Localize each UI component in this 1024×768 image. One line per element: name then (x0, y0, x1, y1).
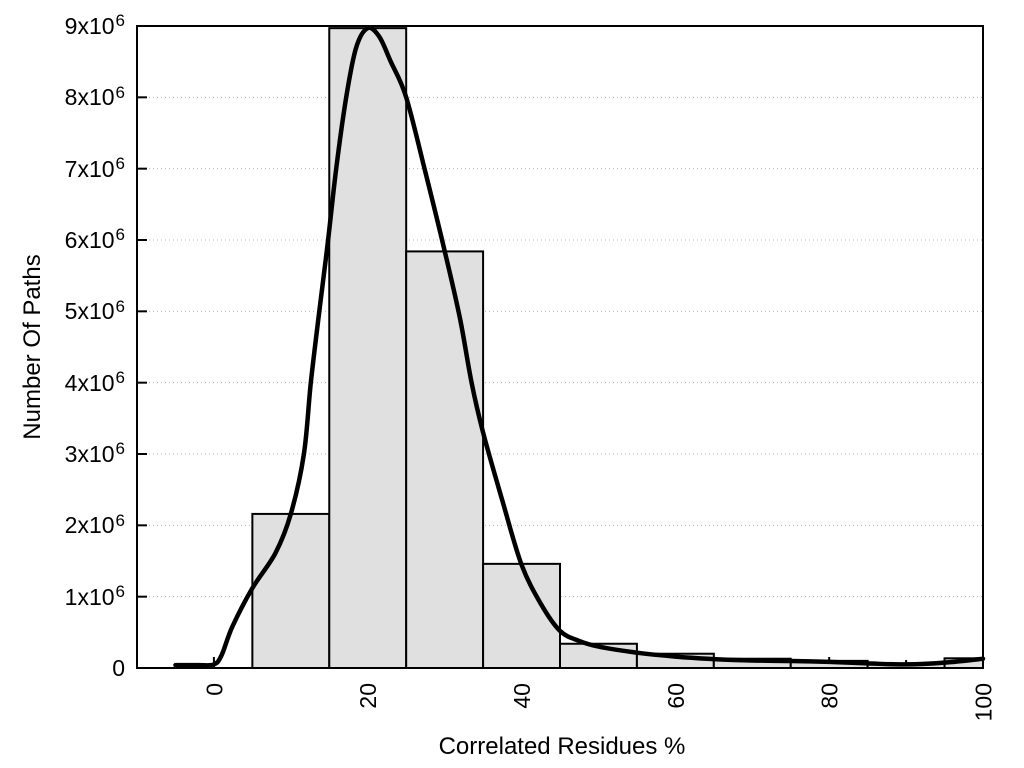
y-tick-label: 8x106 (64, 82, 125, 111)
exponent: 6 (115, 439, 125, 459)
x-tick-label: 100 (971, 683, 997, 721)
y-tick-label: 0 (112, 655, 125, 681)
exponent: 6 (115, 82, 125, 102)
x-axis-title: Correlated Residues % (438, 733, 686, 760)
x-tick-label: 40 (509, 683, 535, 709)
y-tick-label: 3x106 (64, 439, 125, 467)
density-curve (173, 25, 986, 668)
exponent: 6 (115, 582, 125, 602)
x-tick-label: 20 (355, 683, 381, 709)
y-tick-label: 9x106 (64, 11, 125, 39)
y-tick-label: 2x106 (64, 510, 125, 539)
exponent: 6 (115, 368, 125, 388)
histogram-bar (251, 512, 331, 669)
x-tick-label: 60 (663, 683, 689, 709)
y-tick-label: 4x106 (64, 368, 125, 396)
exponent: 6 (115, 296, 125, 316)
y-tick-label: 1x106 (64, 582, 125, 610)
exponent: 6 (115, 510, 125, 530)
exponent: 6 (115, 11, 125, 31)
x-tick-label: 80 (817, 683, 843, 709)
y-axis-title: Number Of Paths (19, 254, 46, 440)
y-tick-label: 5x106 (64, 296, 125, 325)
plot-frame (136, 25, 984, 669)
histogram-bar (405, 250, 485, 669)
exponent: 6 (115, 225, 125, 245)
y-tick-label: 7x106 (64, 154, 125, 182)
exponent: 6 (115, 154, 125, 174)
y-tick-label: 6x106 (64, 225, 125, 253)
x-tick-label: 0 (201, 683, 227, 696)
